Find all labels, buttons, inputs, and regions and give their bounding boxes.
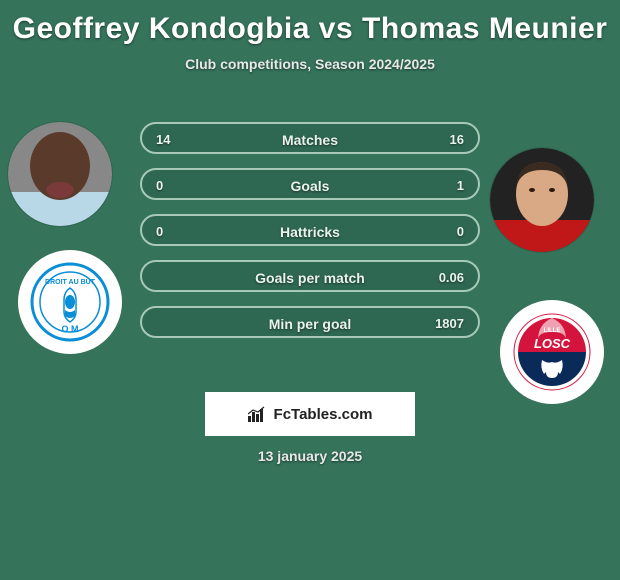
stat-label: Goals: [142, 170, 478, 198]
club-badge-right: LILLE LOSC: [500, 300, 604, 404]
page-title: Geoffrey Kondogbia vs Thomas Meunier: [0, 0, 620, 46]
stat-row: Goals per match0.06: [140, 260, 480, 292]
stat-row: Goals0 1: [140, 168, 480, 200]
club-right-svg: LILLE LOSC: [512, 312, 592, 392]
player-right-svg: [490, 148, 594, 252]
player-photo-right: [490, 148, 594, 252]
source-badge: FcTables.com: [205, 392, 415, 436]
stat-value-left: 14: [156, 124, 170, 156]
stat-value-left: 0: [156, 170, 163, 202]
stat-label: Min per goal: [142, 308, 478, 336]
club-left-svg: DROIT AU BUT O M: [30, 262, 110, 342]
player-photo-left: [8, 122, 112, 226]
stat-value-right: 16: [450, 124, 464, 156]
stat-label: Hattricks: [142, 216, 478, 244]
comparison-infographic: Geoffrey Kondogbia vs Thomas Meunier Clu…: [0, 0, 620, 580]
stats-list: Matches1416Goals01Hattricks00Goals per m…: [140, 122, 480, 352]
svg-text:LOSC: LOSC: [534, 336, 571, 351]
chart-icon: [248, 406, 268, 422]
stat-row: Matches14 16: [140, 122, 480, 154]
svg-text:O M: O M: [62, 324, 79, 334]
stat-label: Matches: [142, 124, 478, 152]
stat-value-left: 0: [156, 216, 163, 248]
stat-value-right: 0.06: [439, 262, 464, 294]
player-left-svg: [8, 122, 112, 226]
svg-text:LILLE: LILLE: [544, 328, 561, 334]
club-badge-left: DROIT AU BUT O M: [18, 250, 122, 354]
stat-label: Goals per match: [142, 262, 478, 290]
badge-text: FcTables.com: [274, 406, 373, 423]
subtitle: Club competitions, Season 2024/2025: [0, 56, 620, 72]
date-text: 13 january 2025: [0, 448, 620, 464]
stat-row: Hattricks0 0: [140, 214, 480, 246]
stat-value-right: 1: [457, 170, 464, 202]
stat-row: Min per goal1807: [140, 306, 480, 338]
stat-value-right: 1807: [435, 308, 464, 340]
stat-value-right: 0: [457, 216, 464, 248]
svg-text:DROIT AU BUT: DROIT AU BUT: [45, 279, 96, 286]
